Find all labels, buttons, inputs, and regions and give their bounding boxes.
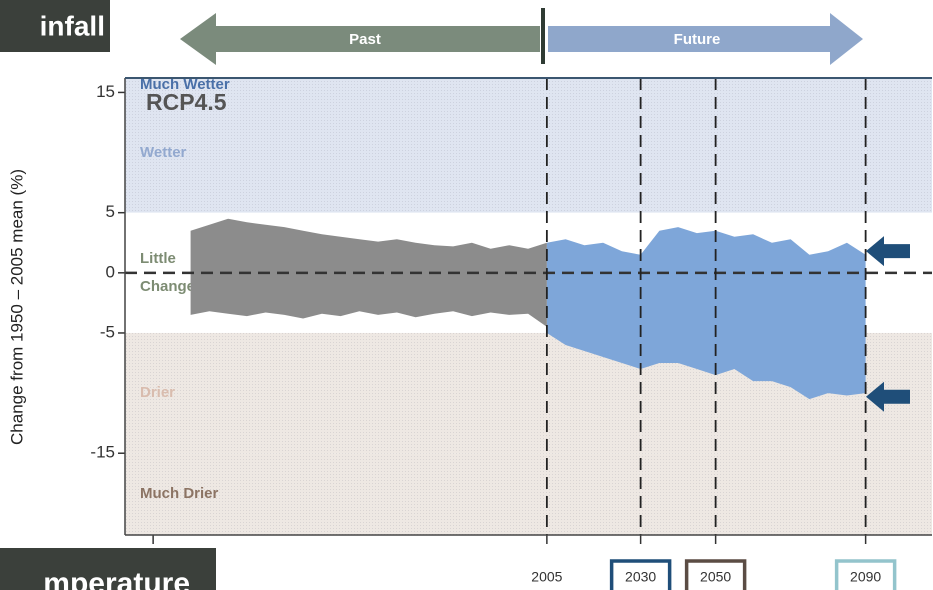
range-band (546, 227, 866, 400)
zone-label: Little Change (140, 233, 300, 313)
footer-tab (0, 548, 216, 590)
future-label: Future (674, 31, 721, 48)
zone-label: Much Drier (140, 454, 300, 534)
y-axis-label: Change from 1950 – 2005 mean (%) (7, 169, 26, 445)
zone-label-box: Much Wetter (140, 45, 300, 125)
x-tick-box (609, 559, 672, 590)
y-tick-label: -15 (90, 443, 115, 462)
zone-label-text: Much Wetter (140, 76, 230, 94)
zone-label-text: Wetter (140, 143, 187, 161)
zone-label: Much Wetter (140, 45, 300, 125)
x-tick-box (834, 559, 897, 590)
y-tick-label: 0 (106, 262, 115, 281)
zone-label-box: Much Drier (140, 454, 300, 534)
past-arrow (180, 13, 540, 65)
annotation: RCP4.5 (146, 89, 227, 115)
title-tab (0, 0, 110, 52)
x-tick-label: 2050 (700, 569, 731, 585)
marker-arrow (866, 381, 910, 412)
y-tick-label: 5 (106, 202, 115, 221)
past-label: Past (349, 31, 381, 48)
y-tick-label: -5 (100, 322, 115, 341)
zone-label-box: Little Change (140, 233, 300, 313)
zone-label: Drier (140, 353, 300, 433)
zone-texture (125, 78, 932, 93)
zone-label-text: Much Drier (140, 485, 219, 503)
axes: 15 5 0 -5 -15 2005 2030 2050 2090 (90, 77, 932, 590)
x-tick-box (684, 559, 747, 590)
zone-label: Wetter (140, 113, 300, 193)
zone-label-text: Little Change (140, 249, 196, 295)
future-arrow (548, 13, 863, 65)
x-tick-label: 2030 (625, 569, 656, 585)
zone-texture (125, 92, 932, 213)
footer-tab-label: mperature (43, 567, 190, 590)
chart-title: infall (40, 10, 105, 41)
zone-label-text: Drier (140, 384, 176, 402)
marker-arrow (866, 236, 910, 267)
zone-label-box: Drier (140, 353, 300, 433)
x-tick-label: 2090 (850, 569, 881, 585)
zone-label-box: Wetter (140, 113, 300, 193)
y-tick-label: 15 (96, 82, 115, 101)
x-tick-label: 2005 (531, 569, 562, 585)
zone-texture (125, 453, 932, 535)
bands (190, 218, 866, 400)
range-band (190, 218, 547, 327)
